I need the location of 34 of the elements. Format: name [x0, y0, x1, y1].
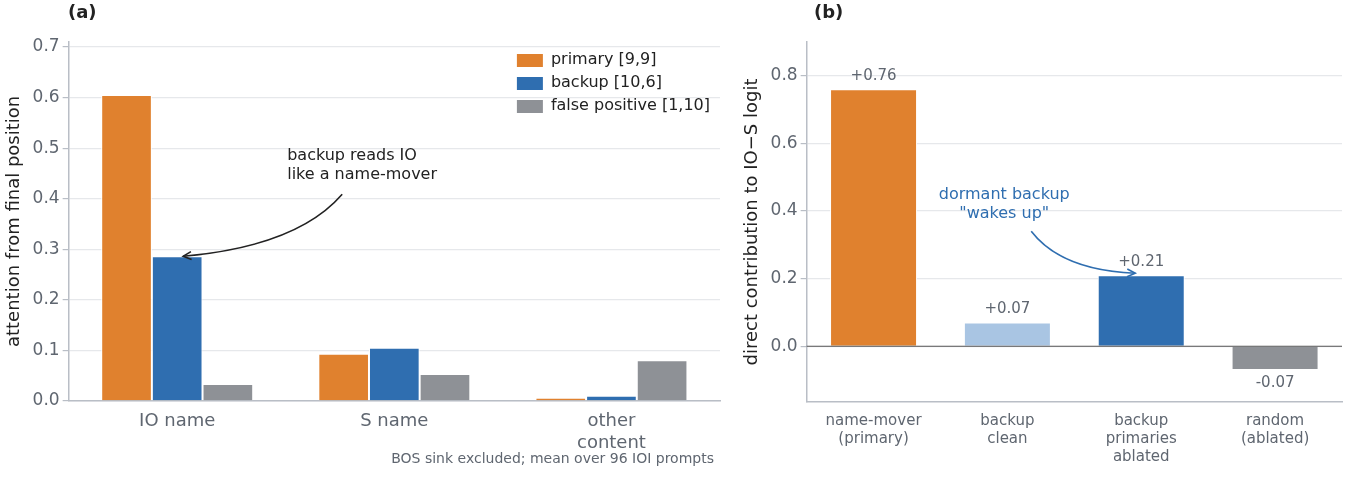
x-tick-label: name-mover (primary) [825, 410, 923, 447]
x-tick-label: random (ablated) [1240, 410, 1310, 447]
legend-label: backup [10,6] [550, 72, 662, 92]
x-tick-label: backup primaries ablated [1105, 410, 1177, 465]
data-label: -0.07 [1255, 373, 1295, 392]
y-tick-label: 0.2 [32, 288, 60, 309]
y-tick-label: 0.3 [32, 237, 60, 258]
x-tick-label: S name [360, 409, 429, 431]
legend-label: false positive [1,10] [550, 95, 711, 115]
x-tick-label: other content [576, 409, 646, 452]
y-axis-title: attention from final position [2, 95, 24, 348]
x-tick-label: IO name [139, 409, 216, 431]
text: BOS sink excluded; mean over 96 IOI prompts [391, 449, 714, 466]
y-tick-label: 0.6 [32, 86, 60, 107]
chart-title: (a) [68, 0, 97, 22]
y-tick-label: 0.0 [770, 334, 798, 355]
y-tick-label: 0.2 [770, 267, 798, 288]
legend-label: primary [9,9] [550, 49, 657, 69]
y-tick-label: 0.0 [32, 389, 60, 410]
annotation: backup reads IO like a name-mover [287, 145, 438, 184]
data-label: +0.07 [984, 298, 1031, 317]
y-tick-label: 0.7 [32, 35, 60, 56]
y-tick-label: 0.4 [32, 187, 60, 208]
y-tick-label: 0.4 [770, 199, 798, 220]
y-tick-label: 0.1 [32, 338, 60, 359]
chart-title: (b) [814, 0, 844, 22]
data-label: +0.21 [1118, 251, 1165, 270]
y-tick-label: 0.5 [32, 136, 60, 157]
annotation: dormant backup "wakes up" [938, 184, 1070, 223]
x-tick-label: backup clean [980, 410, 1035, 447]
y-tick-label: 0.8 [770, 64, 798, 85]
y-axis-title: direct contribution to IO−S logit [740, 78, 762, 366]
y-tick-label: 0.6 [770, 131, 798, 152]
data-label: +0.76 [850, 65, 897, 84]
